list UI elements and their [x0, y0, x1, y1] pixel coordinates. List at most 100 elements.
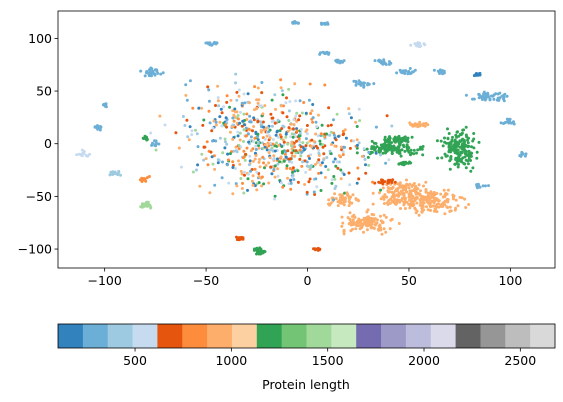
- scatter-point: [219, 107, 223, 111]
- scatter-point: [151, 69, 155, 73]
- scatter-point: [319, 132, 323, 136]
- scatter-point: [285, 96, 288, 100]
- scatter-point: [292, 123, 296, 126]
- colorbar-segment: [455, 324, 481, 348]
- scatter-point: [354, 120, 358, 124]
- scatter-point: [389, 197, 393, 201]
- scatter-point: [285, 115, 289, 119]
- plot-area: [57, 10, 556, 269]
- scatter-point: [406, 161, 410, 165]
- scatter-point: [305, 124, 309, 127]
- scatter-point: [328, 133, 332, 137]
- scatter-point: [429, 190, 433, 194]
- scatter-point: [216, 96, 220, 100]
- scatter-point: [264, 164, 268, 167]
- scatter-point: [317, 113, 320, 117]
- scatter-point: [316, 146, 319, 150]
- scatter-point: [200, 152, 204, 156]
- scatter-point: [254, 154, 258, 158]
- scatter-point: [251, 147, 255, 151]
- scatter-point: [77, 152, 81, 156]
- scatter-point: [351, 218, 355, 222]
- scatter-point: [382, 202, 386, 205]
- scatter-point: [376, 218, 379, 222]
- scatter-point: [446, 136, 450, 140]
- scatter-point: [316, 247, 320, 251]
- scatter-point: [323, 176, 327, 179]
- scatter-point: [283, 152, 287, 156]
- colorbar-segment: [231, 324, 258, 348]
- scatter-point: [242, 191, 246, 195]
- scatter-point: [435, 210, 439, 214]
- scatter-point: [314, 177, 318, 181]
- scatter-point: [365, 147, 369, 151]
- scatter-point: [479, 95, 483, 99]
- scatter-point: [507, 118, 511, 121]
- scatter-point: [188, 79, 192, 83]
- scatter-point: [218, 120, 222, 124]
- scatter-point: [472, 146, 476, 150]
- scatter-point: [320, 123, 324, 127]
- scatter-point: [521, 152, 525, 156]
- scatter-point: [309, 166, 313, 170]
- scatter-point: [415, 44, 418, 48]
- scatter-point: [319, 171, 323, 175]
- scatter-point: [294, 114, 298, 118]
- scatter-point: [453, 143, 456, 146]
- scatter-point: [523, 154, 527, 158]
- scatter-point: [287, 87, 291, 91]
- scatter-point: [271, 149, 275, 153]
- scatter-point: [274, 133, 278, 137]
- scatter-point: [197, 106, 201, 110]
- scatter-point: [496, 96, 500, 100]
- scatter-point: [282, 140, 286, 144]
- scatter-point: [268, 148, 272, 152]
- scatter-point: [212, 154, 216, 158]
- scatter-point: [290, 147, 294, 151]
- scatter-point: [392, 200, 396, 204]
- scatter-point: [436, 156, 440, 160]
- scatter-point: [211, 139, 214, 143]
- scatter-point: [273, 197, 277, 201]
- scatter-point: [392, 144, 396, 148]
- scatter-point: [224, 116, 228, 120]
- scatter-point: [286, 149, 290, 153]
- scatter-point: [378, 228, 382, 232]
- scatter-point: [141, 202, 144, 206]
- scatter-point: [386, 144, 390, 148]
- scatter-point: [284, 132, 288, 136]
- scatter-point: [509, 121, 513, 125]
- scatter-point: [273, 194, 277, 198]
- scatter-point: [428, 197, 432, 201]
- scatter-point: [293, 145, 297, 149]
- scatter-point: [356, 198, 360, 202]
- scatter-point: [255, 188, 259, 192]
- colorbar-segment: [132, 324, 158, 348]
- scatter-point: [288, 167, 292, 170]
- scatter-point: [386, 181, 390, 185]
- scatter-point: [383, 138, 387, 142]
- colorbar-tick-label: 2000: [408, 353, 440, 368]
- scatter-point: [179, 165, 183, 169]
- scatter-point: [408, 67, 412, 70]
- scatter-point: [254, 144, 258, 148]
- scatter-point: [359, 218, 363, 222]
- scatter-point: [113, 170, 117, 174]
- scatter-point: [419, 189, 422, 193]
- scatter-point: [307, 98, 311, 102]
- scatter-point: [267, 151, 271, 155]
- scatter-point: [333, 157, 337, 161]
- scatter-point: [154, 148, 158, 152]
- scatter-point: [408, 206, 412, 210]
- scatter-point: [447, 141, 451, 145]
- scatter-point: [456, 151, 460, 155]
- scatter-point: [239, 169, 243, 173]
- scatter-point: [150, 74, 153, 78]
- scatter-point: [253, 108, 256, 112]
- scatter-point: [276, 162, 280, 166]
- scatter-point: [410, 202, 414, 206]
- scatter-point: [239, 110, 242, 114]
- scatter-point: [247, 163, 251, 167]
- scatter-point: [243, 101, 247, 105]
- scatter-point: [383, 195, 387, 199]
